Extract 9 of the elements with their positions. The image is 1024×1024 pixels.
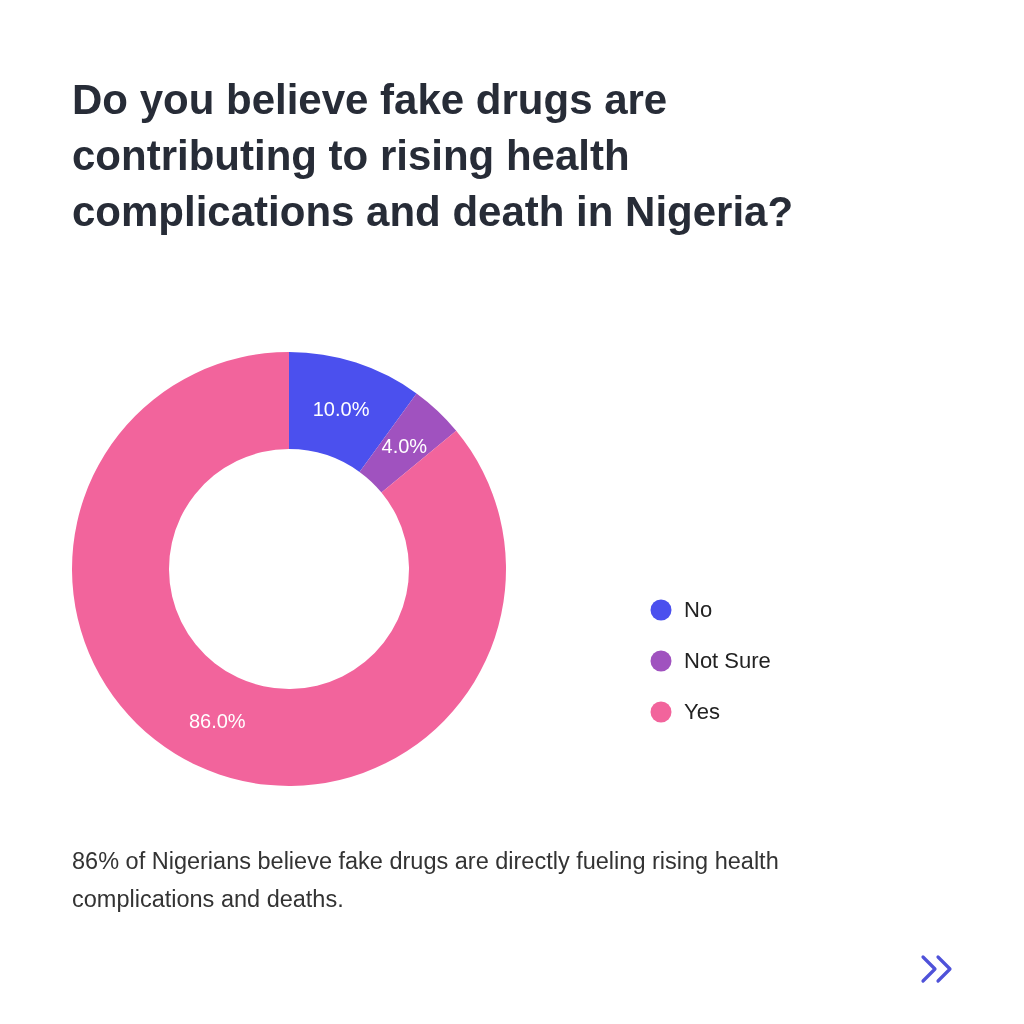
donut-slice (72, 352, 506, 786)
chart-title: Do you believe fake drugs are contributing to rising health complications and death in Nigeria? (72, 75, 795, 237)
legend-label: No (684, 596, 713, 623)
legend-label: Not Sure (684, 647, 771, 674)
legend-label: Yes (684, 698, 720, 725)
data-label: 86.0% (188, 710, 246, 733)
data-label: 4.0% (381, 435, 428, 458)
data-label: 10.0% (312, 397, 370, 420)
text: 86% of Nigerians believe fake drugs are directly fueling rising health complications and deaths. (72, 847, 780, 914)
